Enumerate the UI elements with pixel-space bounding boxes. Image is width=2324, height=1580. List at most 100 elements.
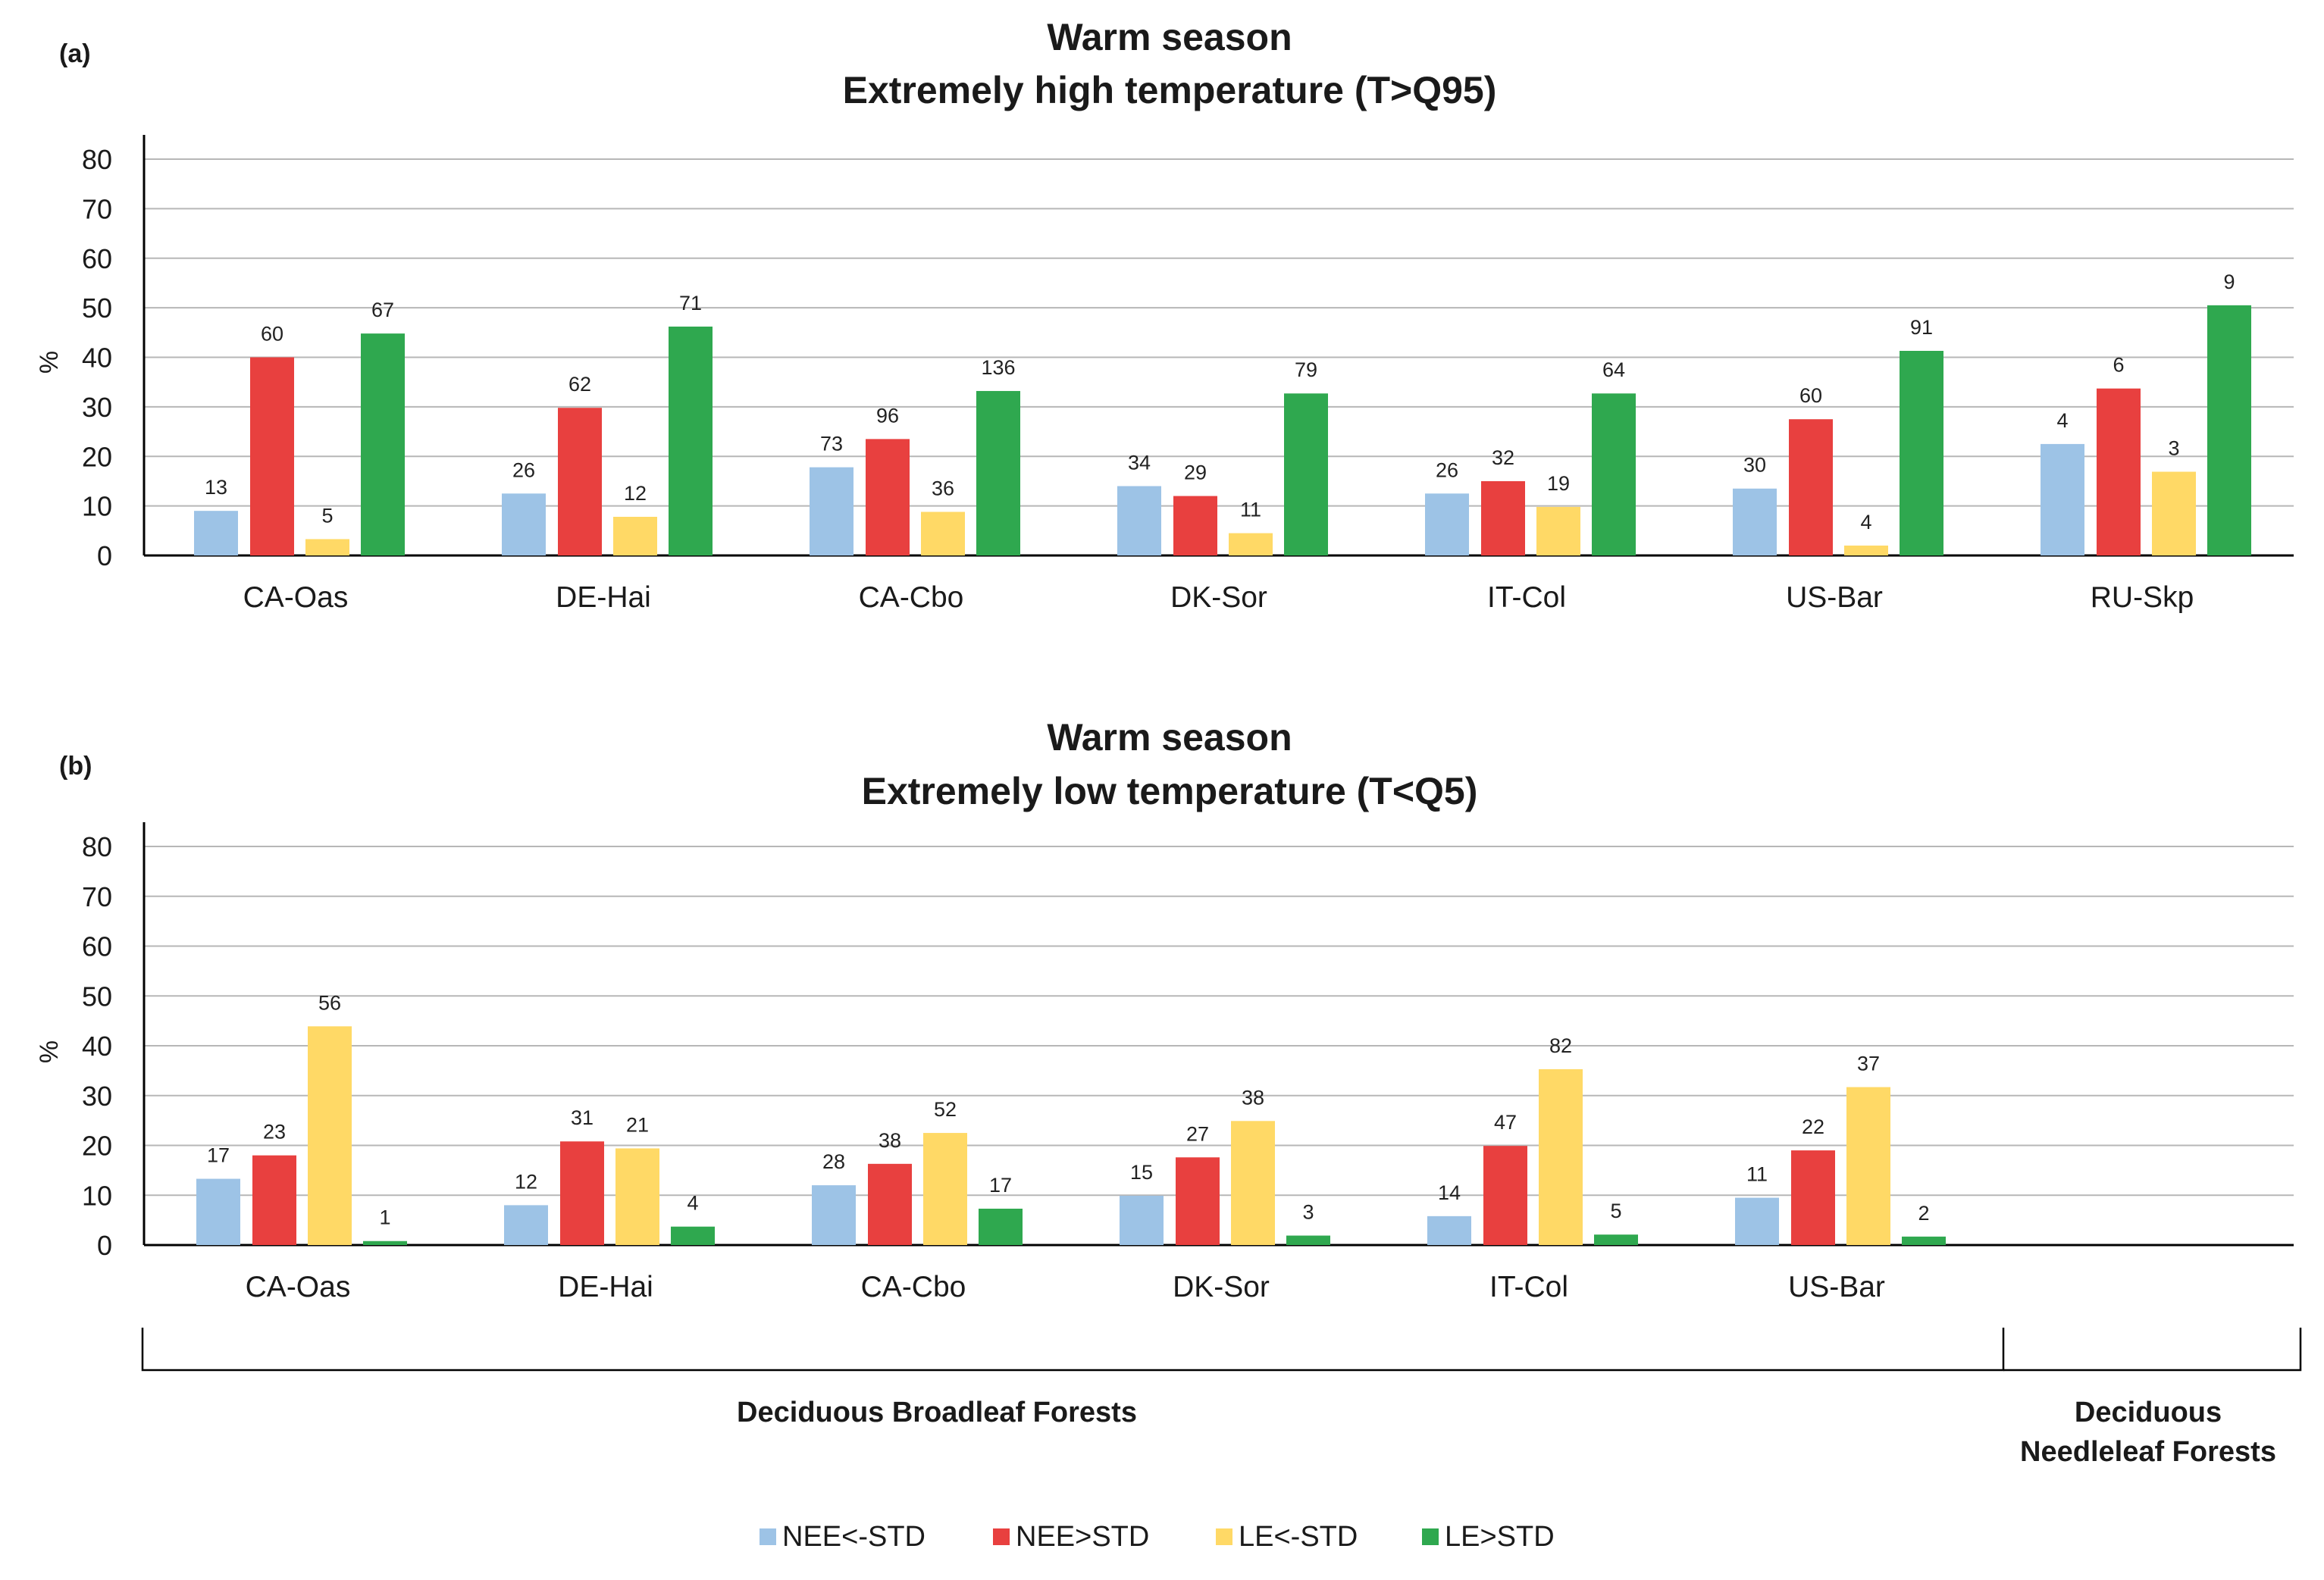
panel-a-bar-le-lt <box>1844 545 1888 555</box>
panel-a-data-label: 91 <box>1910 316 1933 339</box>
panel-b-y-tick-label: 70 <box>82 881 112 912</box>
dbf-group-label: Deciduous Broadleaf Forests <box>737 1397 1137 1428</box>
panel-b-bar-le-gt <box>1594 1234 1638 1245</box>
panel-b-data-label: 14 <box>1438 1181 1461 1204</box>
panel-b-category-label: IT-Col <box>1489 1271 1568 1303</box>
panel-b-bar-nee-lt <box>504 1205 548 1245</box>
panel-b-bar-le-lt <box>923 1133 967 1245</box>
panel-b-data-label: 22 <box>1802 1115 1824 1138</box>
panel-a-bar-nee-gt <box>250 357 294 555</box>
panel-a-data-label: 71 <box>679 292 702 314</box>
panel-b-category-label: US-Bar <box>1788 1271 1885 1303</box>
dnf-bracket <box>2003 1328 2302 1372</box>
panel-b-data-label: 11 <box>1746 1163 1768 1186</box>
panel-b-title-line2: Extremely low temperature (T<Q5) <box>862 770 1478 812</box>
panel-a-data-label: 11 <box>1240 499 1261 521</box>
panel-a-y-tick-label: 60 <box>82 243 112 274</box>
panel-b-data-label: 3 <box>1302 1201 1314 1224</box>
panel-b-data-label: 5 <box>1610 1200 1621 1222</box>
panel-a-bar-nee-gt <box>866 439 910 555</box>
panel-b-data-label: 82 <box>1549 1034 1572 1057</box>
panel-b-bar-nee-lt <box>812 1185 856 1245</box>
panel-b-data-label: 28 <box>822 1150 845 1173</box>
panel-a-data-label: 4 <box>2056 409 2068 432</box>
panel-b-y-tick-label: 20 <box>82 1131 112 1162</box>
panel-b-y-tick-label: 50 <box>82 981 112 1012</box>
panel-a-bar-nee-lt <box>194 511 238 555</box>
panel-b-bar-le-gt <box>363 1241 407 1245</box>
panel-a-bar-nee-gt <box>1173 496 1217 555</box>
panel-a-bar-nee-lt <box>1425 493 1469 555</box>
panel-a-data-label: 34 <box>1128 451 1151 474</box>
panel-a-y-tick-label: 10 <box>82 491 112 522</box>
panel-a-bar-le-lt <box>2152 471 2196 555</box>
panel-a-bar-le-gt <box>2207 305 2251 555</box>
panel-a-title-line1: Warm season <box>1047 16 1292 58</box>
panel-a-data-label: 79 <box>1295 358 1317 381</box>
panel-a-bar-le-lt <box>921 512 965 555</box>
panel-a-data-label: 3 <box>2168 437 2179 460</box>
panel-b-y-tick-label: 10 <box>82 1180 112 1211</box>
panel-b-bar-nee-gt <box>252 1155 296 1245</box>
panel-a-bar-nee-lt <box>810 467 853 555</box>
panel-a-category-label: US-Bar <box>1786 581 1883 614</box>
panel-a-category-label: CA-Oas <box>243 581 349 614</box>
panel-a-y-tick-label: 70 <box>82 193 112 224</box>
panel-b-title-line1: Warm season <box>1047 716 1292 759</box>
panel-b-bar-nee-gt <box>1176 1157 1220 1245</box>
panel-b-data-label: 38 <box>879 1129 901 1152</box>
panel-b-data-label: 15 <box>1130 1161 1153 1184</box>
panel-a-data-label: 36 <box>932 477 954 499</box>
panel-a-y-tick-label: 30 <box>82 392 112 423</box>
panel-a-y-tick-label: 0 <box>97 540 112 571</box>
panel-a-bar-le-lt <box>1536 506 1580 555</box>
panel-a-y-axis-label: % <box>35 351 64 374</box>
panel-a-y-tick-label: 80 <box>82 144 112 175</box>
panel-b-bar-nee-lt <box>1427 1216 1471 1245</box>
legend-swatch-le-lt <box>1216 1528 1232 1545</box>
legend-label-nee-lt: NEE<-STD <box>782 1521 926 1553</box>
panel-a-bar-nee-lt <box>502 493 546 555</box>
panel-b-bar-nee-gt <box>868 1163 912 1245</box>
panel-b-data-label: 52 <box>934 1098 957 1121</box>
panel-b-bar-nee-gt <box>1791 1150 1835 1245</box>
legend: NEE<-STD NEE>STD LE<-STD LE>STD <box>760 1521 1555 1553</box>
panel-b-y-tick-label: 40 <box>82 1031 112 1062</box>
panel-b-bar-le-lt <box>1231 1121 1275 1245</box>
legend-label-nee-gt: NEE>STD <box>1016 1521 1149 1553</box>
panel-a-bar-le-lt <box>613 517 657 555</box>
panel-a-data-label: 13 <box>205 476 227 499</box>
panel-b-bar-nee-gt <box>560 1141 604 1245</box>
panel-b-bar-le-gt <box>979 1209 1023 1245</box>
panel-b-bar-le-gt <box>1902 1236 1946 1245</box>
panel-a-category-label: DE-Hai <box>556 581 651 614</box>
dnf-group-label-line1: Deciduous <box>2075 1397 2222 1428</box>
panel-a-bar-le-gt <box>1592 393 1636 555</box>
panel-b-data-label: 56 <box>318 991 341 1014</box>
panel-b-category-label: DE-Hai <box>558 1271 653 1303</box>
panel-a-bar-le-gt <box>1284 393 1328 555</box>
panel-b-category-label: CA-Cbo <box>861 1271 966 1303</box>
panel-b-bar-le-lt <box>615 1148 659 1245</box>
panel-a-data-label: 96 <box>876 404 899 427</box>
panel-a-data-label: 12 <box>624 482 647 505</box>
panel-b-y-tick-label: 0 <box>97 1230 112 1261</box>
panel-b-bar-nee-gt <box>1483 1146 1527 1245</box>
panel-a-data-label: 136 <box>981 356 1015 379</box>
panel-b-data-label: 31 <box>571 1106 594 1129</box>
panel-b-data-label: 17 <box>989 1174 1012 1197</box>
panel-a-bar-le-gt <box>361 333 405 555</box>
legend-label-le-lt: LE<-STD <box>1239 1521 1358 1553</box>
panel-a-category-label: IT-Col <box>1487 581 1566 614</box>
panel-b-data-label: 12 <box>515 1170 537 1193</box>
legend-label-le-gt: LE>STD <box>1445 1521 1555 1553</box>
panel-a-bar-nee-gt <box>1789 419 1833 555</box>
panel-b-data-label: 21 <box>626 1113 649 1136</box>
legend-swatch-nee-gt <box>993 1528 1010 1545</box>
legend-swatch-le-gt <box>1422 1528 1439 1545</box>
panel-a-bar-nee-lt <box>2041 443 2084 555</box>
panel-a-bar-le-gt <box>976 390 1020 555</box>
panel-b-bar-le-lt <box>1846 1087 1890 1245</box>
panel-a-data-label: 60 <box>1799 384 1822 407</box>
